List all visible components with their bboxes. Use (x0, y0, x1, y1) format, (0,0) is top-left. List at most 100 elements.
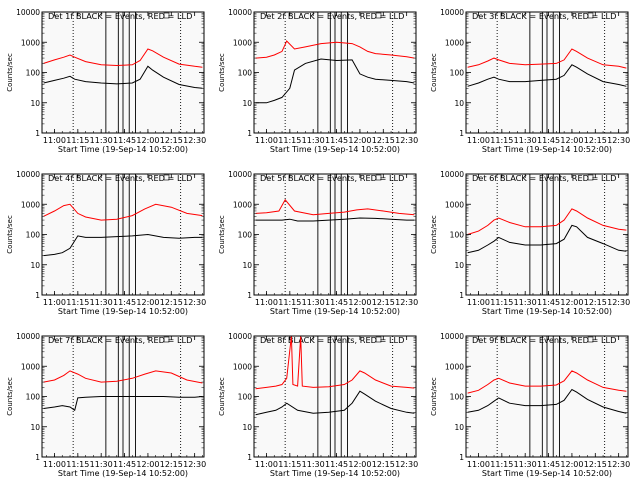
legend-box (587, 12, 594, 19)
x-tick-label: 11:00 (467, 460, 490, 469)
series-events (467, 388, 627, 414)
marker-lines (496, 336, 606, 457)
y-tick-label: 1 (35, 453, 40, 462)
series-lld (255, 40, 415, 59)
x-tick-label: 12:30 (183, 136, 206, 145)
y-tick-label: 10000 (16, 8, 40, 17)
y-tick-label: 10000 (440, 332, 464, 341)
series-lld (467, 370, 627, 394)
y-tick-label: 100 (238, 231, 253, 240)
y-tick-label: 1 (247, 453, 252, 462)
x-tick-label: 11:45 (325, 460, 348, 469)
series-group (467, 48, 627, 87)
series-lld (43, 203, 203, 221)
series-group (255, 40, 415, 104)
y-tick-label: 100 (238, 69, 253, 78)
y-tick-label: 10 (454, 261, 464, 270)
series-lld (467, 208, 627, 235)
x-tick-label: 12:00 (348, 136, 371, 145)
panel-title: Det 9f BLACK = Events, RED = LLD (472, 335, 616, 345)
y-tick-label: 10 (30, 99, 40, 108)
series-events (467, 64, 627, 87)
x-tick-label: 12:30 (395, 298, 418, 307)
x-tick-label: 11:00 (467, 298, 490, 307)
x-tick-label: 11:00 (43, 136, 66, 145)
panel-title: Det 4f BLACK = Events, RED = LLD (48, 173, 192, 183)
x-tick-label: 12:30 (183, 298, 206, 307)
y-tick-label: 100 (450, 231, 465, 240)
x-tick-label: 11:30 (302, 460, 325, 469)
marker-lines (72, 12, 182, 133)
x-tick-label: 12:00 (348, 460, 371, 469)
y-axis-label: Counts/sec (6, 215, 14, 254)
legend-box (163, 336, 170, 343)
x-tick-label: 12:00 (136, 298, 159, 307)
x-axis-label: Start Time (19-Sep-14 10:52:00) (58, 469, 188, 478)
x-tick-label: 11:15 (278, 460, 301, 469)
x-tick-label: 11:15 (66, 298, 89, 307)
x-tick-label: 12:30 (607, 136, 630, 145)
y-tick-label: 1 (247, 291, 252, 300)
x-tick-label: 11:30 (302, 298, 325, 307)
x-tick-label: 12:30 (607, 460, 630, 469)
series-lld (467, 48, 627, 69)
panel-title: Det 6f BLACK = Events, RED = LLD (472, 173, 616, 183)
x-tick-label: 11:00 (467, 136, 490, 145)
y-tick-label: 10 (454, 99, 464, 108)
y-axis-label: Counts/sec (6, 53, 14, 92)
panel-title: Det 3f BLACK = Events, RED = LLD (472, 11, 616, 21)
x-tick-label: 12:30 (395, 460, 418, 469)
x-tick-label: 11:15 (490, 136, 513, 145)
y-tick-label: 1000 (445, 362, 464, 371)
x-tick-label: 11:45 (537, 136, 560, 145)
y-axis-label: Counts/sec (218, 53, 226, 92)
series-events (467, 224, 627, 254)
legend-box (375, 336, 382, 343)
legend-box (163, 174, 170, 181)
y-tick-label: 10000 (440, 170, 464, 179)
y-tick-label: 100 (26, 69, 41, 78)
legend-box (587, 174, 594, 181)
y-tick-label: 100 (450, 69, 465, 78)
series-events (43, 65, 203, 89)
x-tick-label: 12:00 (560, 136, 583, 145)
x-tick-label: 11:30 (90, 136, 113, 145)
x-tick-label: 12:15 (584, 460, 607, 469)
x-tick-label: 12:00 (560, 460, 583, 469)
y-tick-label: 10 (454, 423, 464, 432)
panel-title: Det 7f BLACK = Events, RED = LLD (48, 335, 192, 345)
x-tick-label: 11:45 (113, 136, 136, 145)
series-events (43, 396, 203, 412)
x-tick-label: 12:15 (160, 136, 183, 145)
x-tick-label: 12:00 (136, 460, 159, 469)
y-tick-label: 10 (242, 423, 252, 432)
x-tick-label: 11:30 (514, 136, 537, 145)
y-axis-label: Counts/sec (430, 377, 438, 416)
x-tick-label: 11:45 (113, 298, 136, 307)
series-group (467, 370, 627, 414)
x-axis-label: Start Time (19-Sep-14 10:52:00) (270, 307, 400, 316)
x-tick-label: 12:30 (183, 460, 206, 469)
x-tick-label: 11:30 (90, 460, 113, 469)
series-group (255, 198, 415, 222)
marker-lines (284, 12, 394, 133)
y-tick-label: 10 (30, 261, 40, 270)
x-tick-label: 11:15 (278, 298, 301, 307)
x-tick-label: 12:00 (348, 298, 371, 307)
x-tick-label: 12:00 (560, 298, 583, 307)
series-group (43, 203, 203, 257)
series-group (255, 336, 415, 416)
legend-box (375, 174, 382, 181)
x-tick-label: 12:30 (395, 136, 418, 145)
x-axis-label: Start Time (19-Sep-14 10:52:00) (270, 469, 400, 478)
y-tick-label: 1 (35, 129, 40, 138)
x-tick-label: 12:15 (160, 460, 183, 469)
panel-title: Det 2f BLACK = Events, RED = LLD (260, 11, 404, 21)
x-tick-label: 11:00 (43, 298, 66, 307)
